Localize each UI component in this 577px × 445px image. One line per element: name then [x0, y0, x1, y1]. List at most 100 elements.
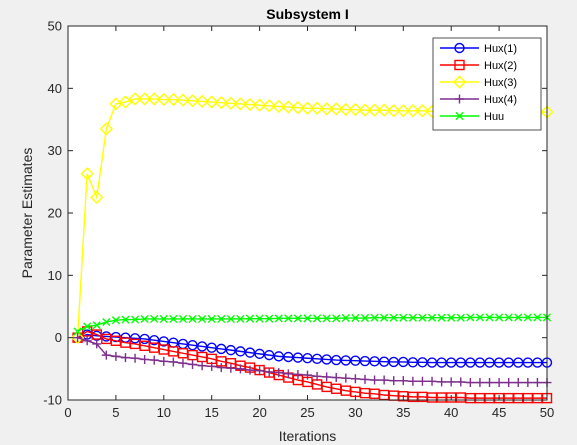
data-point	[159, 314, 168, 324]
data-point	[475, 378, 485, 388]
x-tick-label: 45	[492, 405, 506, 420]
data-point	[82, 336, 92, 346]
legend-label: Huu	[484, 111, 504, 123]
data-point	[226, 314, 235, 324]
data-point	[379, 375, 389, 385]
data-point	[322, 314, 331, 323]
data-point	[332, 314, 341, 323]
data-point	[437, 377, 447, 387]
x-tick-label: 20	[252, 405, 266, 420]
data-point	[272, 99, 286, 114]
data-point	[408, 376, 418, 386]
data-point	[427, 313, 437, 322]
data-point	[281, 100, 295, 114]
data-point	[465, 378, 475, 388]
data-point	[130, 315, 140, 324]
data-point	[329, 102, 343, 116]
legend-entry: Hux(2)	[440, 59, 517, 72]
data-point	[150, 314, 159, 324]
data-point	[195, 94, 209, 109]
data-point	[265, 314, 274, 323]
y-axis-label: Parameter Estimates	[19, 148, 35, 279]
data-point	[128, 92, 142, 106]
data-point	[264, 367, 274, 377]
data-point	[233, 97, 248, 111]
data-point	[73, 333, 83, 343]
data-point	[377, 103, 391, 117]
data-point	[207, 361, 217, 371]
data-point	[206, 342, 217, 353]
data-point	[418, 313, 427, 322]
x-tick-label: 30	[348, 405, 362, 420]
data-point	[370, 375, 380, 385]
data-point	[90, 190, 104, 205]
data-point	[341, 313, 350, 323]
data-point	[454, 42, 465, 54]
data-point	[92, 321, 101, 330]
data-point	[187, 339, 198, 351]
data-point	[101, 350, 111, 360]
data-point	[454, 59, 465, 71]
data-point	[138, 92, 152, 106]
legend-entry: Hux(1)	[440, 42, 517, 55]
legend-label: Hux(3)	[484, 77, 517, 89]
data-point	[494, 378, 504, 388]
data-point	[452, 75, 467, 89]
data-point	[331, 373, 341, 383]
series-huu	[73, 313, 552, 336]
data-point	[523, 378, 533, 388]
data-point	[293, 314, 303, 323]
data-point	[455, 111, 464, 121]
data-point	[312, 314, 322, 323]
data-point	[437, 313, 446, 322]
data-point	[157, 92, 171, 107]
data-point	[348, 102, 363, 117]
x-tick-label: 50	[540, 405, 554, 420]
chart-title: Subsystem I	[266, 6, 348, 22]
series-hux-4-	[73, 333, 552, 388]
data-point	[456, 313, 465, 322]
legend-entry: Huu	[440, 111, 504, 123]
data-point	[495, 313, 504, 322]
data-point	[147, 92, 161, 106]
data-point	[178, 358, 188, 368]
legend: Hux(1) Hux(2) Hux(3) Hux(4) Huu	[432, 37, 542, 131]
data-point	[255, 314, 264, 323]
data-point	[291, 101, 305, 115]
y-tick-label: 10	[48, 268, 62, 283]
legend-entry: Hux(3)	[440, 75, 517, 89]
data-point	[274, 314, 283, 323]
data-point	[83, 322, 92, 331]
data-point	[514, 313, 523, 322]
data-point	[185, 94, 200, 108]
data-point	[322, 372, 332, 382]
data-point	[140, 354, 150, 364]
data-point	[396, 104, 410, 118]
data-point	[399, 313, 408, 322]
data-point	[178, 314, 188, 324]
data-point	[300, 101, 315, 115]
data-point	[166, 92, 180, 107]
data-point	[168, 357, 178, 367]
legend-label: Hux(4)	[484, 94, 517, 106]
data-point	[80, 167, 94, 181]
data-point	[188, 359, 198, 369]
data-point	[370, 313, 379, 322]
data-point	[283, 369, 293, 379]
data-point	[303, 314, 312, 323]
data-point	[149, 334, 160, 346]
legend-entry: Hux(4)	[440, 94, 517, 106]
data-point	[303, 370, 312, 380]
data-point	[263, 349, 275, 361]
data-point	[513, 378, 523, 388]
y-tick-label: 30	[48, 143, 62, 158]
data-point	[176, 93, 190, 107]
data-point	[196, 341, 208, 352]
data-point	[532, 378, 542, 388]
data-point	[235, 364, 245, 374]
data-point	[243, 97, 257, 112]
data-point	[245, 314, 255, 323]
data-point	[456, 377, 466, 387]
